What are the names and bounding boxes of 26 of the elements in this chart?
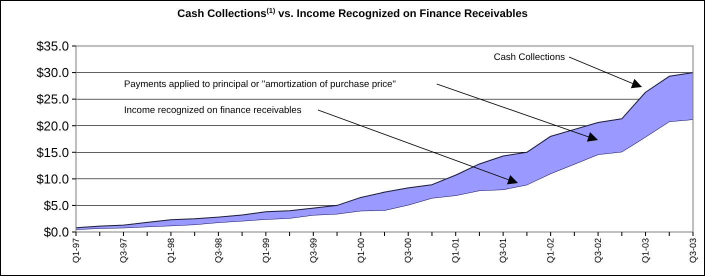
y-tick-label: $35.0	[36, 38, 69, 54]
y-tick-label: $5.0	[44, 198, 69, 213]
annotation: Payments applied to principal or "amortization of purchase price"	[124, 79, 396, 90]
chart-title: Cash Collections$^{(1)}$ vs. Income Recognized on Finance Receivables	[177, 7, 528, 20]
annotation: Income recognized on finance receivables	[124, 105, 302, 116]
x-tick-label: Q1-97	[71, 238, 81, 264]
y-tick-label: $25.0	[36, 92, 69, 107]
x-tick-label: Q1-03	[640, 238, 651, 264]
x-tick-label: Q3-03	[688, 238, 698, 264]
x-tick-label: Q3-97	[118, 238, 128, 264]
x-tick-label: Q3-02	[593, 238, 604, 264]
x-tick-label: Q1-00	[356, 238, 366, 264]
x-tick-label: Q3-99	[308, 238, 318, 264]
x-tick-label: Q3-00	[403, 238, 414, 264]
x-tick-label: Q1-02	[546, 238, 556, 264]
y-tick-label: $10.0	[36, 171, 69, 186]
x-tick-label: Q1-01	[450, 238, 461, 264]
y-tick-label: $30.0	[36, 65, 69, 80]
y-tick-label: $20.0	[36, 118, 69, 134]
x-tick-label: Q1-99	[260, 238, 271, 264]
x-tick-label: Q1-98	[166, 238, 176, 264]
x-tick-label: Q3-98	[213, 238, 224, 264]
y-tick-label: $0.0	[44, 224, 69, 240]
x-tick-label: Q3-01	[498, 238, 508, 264]
y-tick-label: $15.0	[36, 144, 69, 160]
annotation: Cash Collections	[494, 52, 566, 63]
